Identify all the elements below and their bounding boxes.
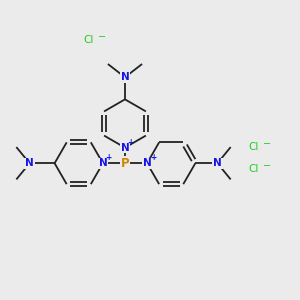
- Text: −: −: [263, 161, 271, 171]
- Text: −: −: [98, 32, 106, 42]
- Text: +: +: [106, 153, 112, 162]
- Text: Cl: Cl: [249, 164, 259, 174]
- Text: N: N: [121, 72, 129, 82]
- Text: +: +: [150, 153, 156, 162]
- Text: N: N: [121, 142, 129, 153]
- Text: Cl: Cl: [249, 142, 259, 152]
- Text: Cl: Cl: [84, 34, 94, 45]
- Text: −: −: [263, 139, 271, 149]
- Text: N: N: [98, 158, 107, 168]
- Text: P: P: [121, 157, 129, 170]
- Text: N: N: [213, 158, 222, 168]
- Text: +: +: [128, 138, 134, 147]
- Text: N: N: [143, 158, 152, 168]
- Text: N: N: [25, 158, 34, 168]
